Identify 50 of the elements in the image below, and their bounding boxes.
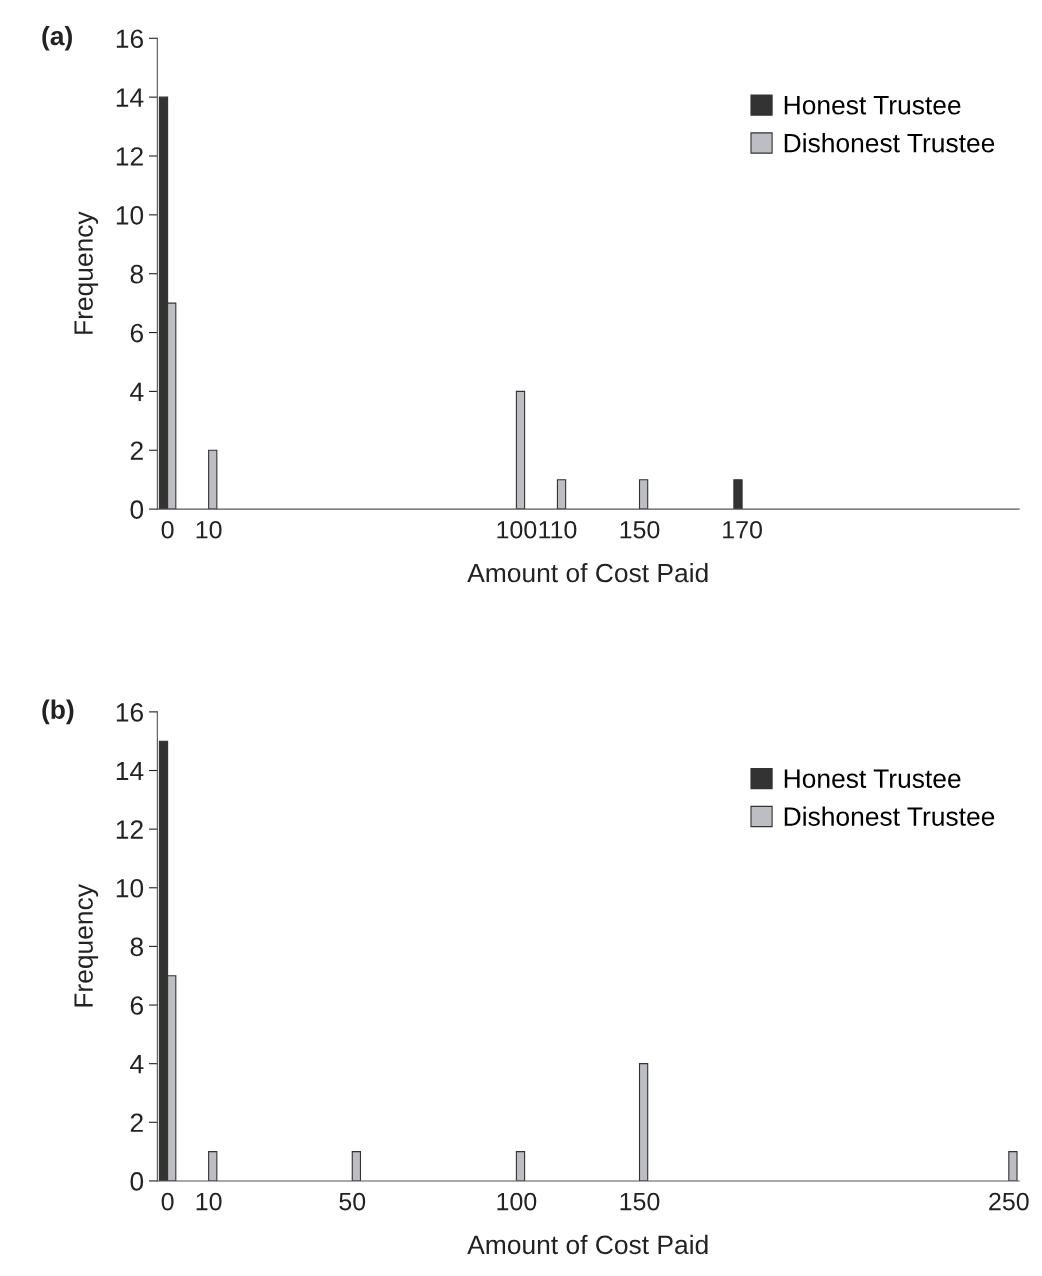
y-tick-label: 8 (130, 937, 143, 957)
x-axis-title: Amount of Cost Paid (467, 1234, 708, 1255)
y-tick-label: 16 (116, 703, 143, 722)
y-tick-label: 12 (116, 147, 143, 166)
x-tick-label: 250 (989, 1192, 1029, 1211)
legend-label: Dishonest Trustee (784, 806, 995, 826)
bar (208, 1151, 218, 1181)
y-tick-label: 4 (130, 382, 144, 401)
legend-label: Honest Trustee (784, 96, 961, 115)
chart-title: (a) (42, 25, 72, 51)
x-tick-label: 100 (497, 520, 537, 539)
y-tick-label: 0 (130, 500, 144, 519)
bar (733, 479, 743, 510)
y-tick-label: 6 (130, 323, 143, 343)
x-tick-label: 150 (620, 1192, 660, 1211)
y-tick-label: 16 (116, 29, 143, 49)
x-tick-label: 0 (161, 520, 174, 539)
bar (351, 1151, 362, 1181)
y-tick-label: 8 (130, 264, 143, 284)
y-tick-label: 14 (116, 88, 144, 107)
y-tick-label: 4 (130, 1055, 144, 1074)
legend-label: Dishonest Trustee (784, 133, 995, 153)
x-tick-label: 150 (620, 520, 660, 539)
x-tick-label: 50 (339, 1192, 366, 1211)
bar (638, 1063, 649, 1181)
x-tick-label: 10 (196, 520, 222, 539)
y-tick-label: 12 (116, 820, 143, 839)
bar (556, 479, 567, 510)
x-axis-title: Amount of Cost Paid (467, 562, 708, 583)
bar (638, 479, 649, 510)
bar (1008, 1151, 1018, 1181)
x-tick-label: 10 (196, 1192, 222, 1211)
y-tick-label: 6 (130, 996, 143, 1015)
x-tick-label: 0 (161, 1192, 174, 1211)
y-tick-label: 2 (130, 441, 143, 460)
x-tick-label: 110 (539, 520, 577, 539)
x-tick-label: 100 (497, 1192, 537, 1211)
bar (515, 390, 526, 510)
chart-title: (b) (42, 699, 74, 725)
y-tick-label: 2 (130, 1113, 143, 1132)
y-tick-label: 14 (116, 761, 144, 781)
x-tick-label: 170 (723, 520, 762, 539)
y-tick-label: 0 (130, 1172, 144, 1191)
legend-label: Honest Trustee (784, 769, 961, 788)
bar (515, 1151, 526, 1181)
y-axis-title: Frequency (74, 211, 99, 334)
y-axis-title: Frequency (74, 884, 99, 1007)
bar (208, 449, 218, 510)
y-tick-label: 10 (116, 878, 144, 898)
y-tick-label: 10 (116, 205, 144, 225)
